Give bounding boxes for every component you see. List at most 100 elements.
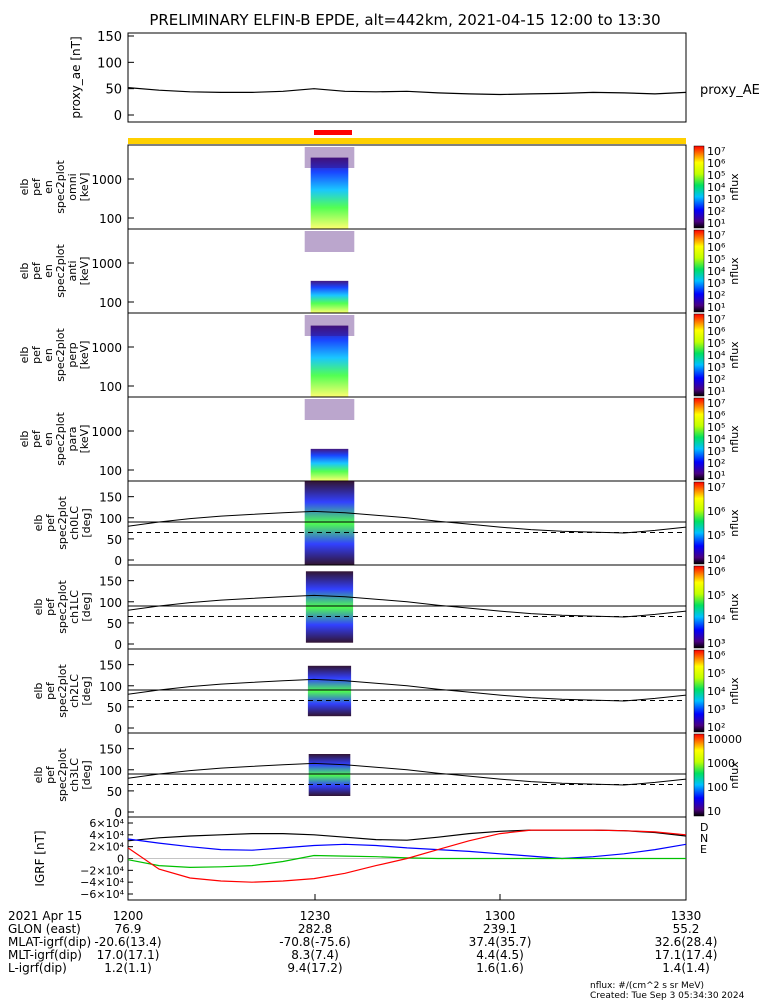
colorbar-tick: 10⁶: [707, 157, 726, 170]
proxy-ae-frame: [127, 32, 687, 123]
proxy-ae-series-label: proxy_AE: [700, 83, 760, 98]
spectrogram-frame: [127, 564, 687, 650]
colorbar-tick: 10³: [707, 193, 725, 206]
spectrogram-frame: [127, 480, 687, 566]
spectrogram-ylabel: omni: [66, 173, 79, 200]
igrf-ytick: −2×10⁴: [80, 864, 124, 877]
spectrogram-ylabel: [deg]: [80, 508, 93, 537]
data-coverage-bar: [128, 138, 686, 144]
spectrogram-ytick: 100: [99, 296, 122, 310]
spectrogram-burst: [308, 754, 351, 796]
spectrogram-ytick: 0: [114, 554, 122, 568]
colorbar-tick: 10⁴: [707, 349, 726, 362]
colorbar-label: nflux: [728, 593, 741, 621]
spectrogram-ylabel: perp: [66, 342, 79, 367]
spectrogram-ylabel: elb: [32, 767, 45, 784]
colorbar-tick: 10⁴: [707, 433, 726, 446]
spectrogram-ylabel: elb: [32, 599, 45, 616]
spectrogram-burst: [304, 481, 355, 565]
footer-time-label: 1300: [485, 909, 516, 923]
footer-value: 8.3(7.4): [291, 948, 339, 962]
spectrogram-ytick: 0: [114, 722, 122, 736]
colorbar-tick: 10⁶: [707, 505, 726, 518]
proxy-ae-ytick: 50: [105, 83, 122, 98]
colorbar: [693, 313, 705, 397]
colorbar-tick: 10⁵: [707, 337, 725, 350]
colorbar-tick: 10³: [707, 445, 725, 458]
spectrogram-ylabel: ch1LC: [68, 590, 81, 624]
colorbar-tick: 10⁵: [707, 667, 725, 680]
spectrogram-ytick: 100: [99, 764, 122, 778]
colorbar-tick: 10⁶: [707, 409, 726, 422]
igrf-legend-item: N: [700, 832, 708, 845]
colorbar-tick: 10⁵: [707, 529, 725, 542]
spectrogram-ylabel: [keV]: [78, 425, 91, 454]
spectrogram-ylabel: pef: [44, 681, 57, 700]
colorbar-tick: 10²: [707, 721, 725, 734]
spectrogram-ylabel: pef: [30, 345, 43, 364]
colorbar-tick: 10000: [707, 733, 742, 746]
proxy-ae-ytick: 0: [114, 109, 122, 124]
igrf-series-line: [127, 838, 687, 860]
colorbar: [693, 649, 705, 733]
spectrogram-ylabel: spec2plot: [56, 664, 69, 718]
colorbar-tick: 10¹: [707, 385, 725, 398]
spectrogram-frame: [127, 228, 687, 314]
igrf-ytick: 2×10⁴: [89, 841, 124, 854]
colorbar-tick: 10²: [707, 289, 725, 302]
spectrogram-ylabel: ch2LC: [68, 674, 81, 708]
spectrogram-ylabel: spec2plot: [56, 580, 69, 634]
igrf-ytick: 6×10⁴: [89, 817, 124, 830]
spectrogram-ylabel: en: [42, 432, 55, 446]
spectrogram-ylabel: ch0LC: [68, 506, 81, 540]
spectrogram-ylabel: spec2plot: [54, 328, 67, 382]
spectrogram-ytick: 1000: [91, 257, 122, 271]
footer-value: -70.8(-75.6): [279, 935, 350, 949]
science-zone-bar: [314, 130, 352, 135]
footer-value: -20.6(13.4): [94, 935, 161, 949]
colorbar: [693, 733, 705, 817]
colorbar-tick: 10⁶: [707, 565, 726, 578]
spectrogram-ylabel: pef: [30, 429, 43, 448]
colorbar-tick: 10⁶: [707, 325, 726, 338]
spectrogram-ytick: 150: [99, 575, 122, 589]
spectrogram-ylabel: elb: [32, 683, 45, 700]
footer-value: 17.1(17.4): [655, 948, 718, 962]
colorbar-tick: 10⁷: [707, 313, 725, 326]
colorbar-tick: 10³: [707, 361, 725, 374]
footer-row-label: 2021 Apr 15: [8, 909, 82, 923]
spectrogram-ylabel: spec2plot: [54, 160, 67, 214]
colorbar-tick: 10⁴: [707, 613, 726, 626]
igrf-ytick: 4×10⁴: [89, 829, 124, 842]
igrf-ytick: −4×10⁴: [80, 876, 124, 889]
colorbar-tick: 10⁶: [707, 649, 726, 662]
footer-value: 1.6(1.6): [476, 961, 524, 975]
spectrogram-ytick: 100: [99, 464, 122, 478]
spectrogram-burst: [310, 325, 349, 397]
colorbar-tick: 10¹: [707, 217, 725, 230]
proxy-ae-ytick: 150: [97, 30, 122, 45]
spectrogram-frame: [127, 732, 687, 818]
spectrogram-ylabel: pef: [30, 177, 43, 196]
proxy-ae-ytick: 100: [97, 56, 122, 71]
colorbar: [693, 397, 705, 481]
footer-time-label: 1330: [671, 909, 702, 923]
spectrogram-ylabel: ch3LC: [68, 758, 81, 792]
footer-value: 37.4(35.7): [469, 935, 532, 949]
spectrogram-frame: [127, 396, 687, 482]
spectrogram-speckle: [304, 399, 355, 420]
colorbar-tick: 10⁴: [707, 553, 726, 566]
igrf-ylabel: IGRF [nT]: [33, 830, 47, 886]
spectrogram-ylabel: spec2plot: [54, 412, 67, 466]
spectrogram-ytick: 1000: [91, 341, 122, 355]
igrf-series-line: [127, 829, 687, 842]
spectrogram-ylabel: spec2plot: [56, 496, 69, 550]
footer-value: 76.9: [115, 922, 142, 936]
spectrogram-ylabel: para: [66, 427, 79, 452]
colorbar-tick: 10⁷: [707, 481, 725, 494]
spectrogram-frame: [127, 312, 687, 398]
spectrogram-frame: [127, 144, 687, 230]
spectrogram-frame: [127, 648, 687, 734]
